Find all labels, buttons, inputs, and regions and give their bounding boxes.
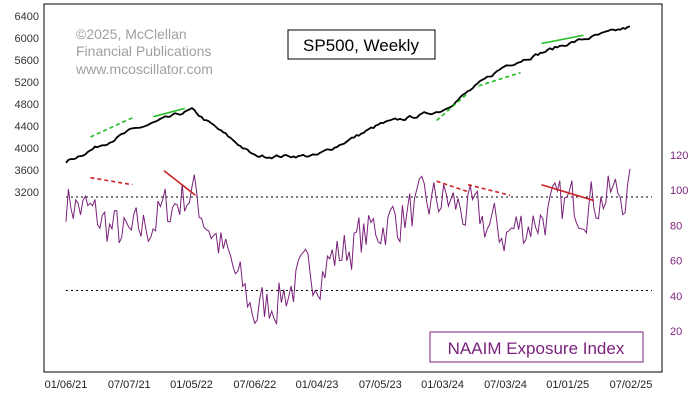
left-tick-label: 5200 [15, 77, 39, 89]
sp500-line [65, 25, 631, 164]
copyright-line-2: Financial Publications [76, 43, 211, 59]
plot-border [43, 3, 663, 373]
x-tick-label: 01/01/25 [546, 379, 589, 391]
left-tick-label: 6400 [15, 11, 39, 23]
x-axis-ticks: 01/06/21 07/07/21 01/05/22 07/06/22 01/04/23… [45, 379, 653, 391]
left-tick-label: 4000 [15, 143, 39, 155]
naaim-divergence-line [541, 183, 595, 202]
left-axis-ticks: 6400 6000 5600 5200 4800 4400 4000 3600 3200 [15, 11, 39, 199]
naaim-divergence-line [467, 183, 511, 197]
x-tick-label: 01/06/21 [45, 379, 88, 391]
right-tick-label: 20 [670, 326, 682, 338]
x-tick-label: 07/05/23 [359, 379, 402, 391]
x-tick-label: 01/05/22 [170, 379, 213, 391]
sp500-divergence-line [153, 107, 186, 118]
naaim-line [65, 168, 631, 325]
right-tick-label: 60 [670, 256, 682, 268]
naaim-divergence-line [90, 176, 133, 186]
divergence-lines [90, 34, 595, 202]
right-axis-ticks: 120 100 80 60 40 20 [670, 150, 688, 338]
copyright-line-3: www.mcoscillator.com [75, 61, 213, 77]
x-tick-label: 01/04/23 [296, 379, 339, 391]
naaim-title-box [429, 331, 644, 363]
sp500-divergence-line [541, 34, 584, 45]
sp500-title-box [287, 29, 436, 60]
naaim-divergence-line [163, 169, 196, 196]
right-tick-label: 40 [670, 291, 682, 303]
copyright-line-1: ©2025, McClellan [76, 26, 187, 42]
right-tick-label: 80 [670, 220, 682, 232]
left-tick-label: 4400 [15, 121, 39, 133]
left-tick-label: 6000 [15, 33, 39, 45]
x-tick-label: 07/07/21 [108, 379, 151, 391]
left-tick-label: 5600 [15, 55, 39, 67]
sp500-divergence-line [478, 71, 521, 87]
right-tick-label: 100 [670, 185, 688, 197]
x-tick-label: 07/06/22 [233, 379, 276, 391]
sp500-divergence-line [90, 117, 133, 138]
x-tick-label: 01/03/24 [421, 379, 464, 391]
left-tick-label: 3200 [15, 187, 39, 199]
naaim-series [65, 168, 631, 325]
left-tick-label: 3600 [15, 165, 39, 177]
right-tick-label: 120 [670, 150, 688, 162]
naaim-divergence-line [436, 180, 469, 193]
x-tick-label: 07/03/24 [484, 379, 527, 391]
left-tick-label: 4800 [15, 99, 39, 111]
sp500-title: SP500, Weekly [303, 36, 419, 55]
naaim-title: NAAIM Exposure Index [448, 339, 625, 358]
x-tick-label: 07/02/25 [610, 379, 653, 391]
sp500-series [65, 25, 631, 164]
